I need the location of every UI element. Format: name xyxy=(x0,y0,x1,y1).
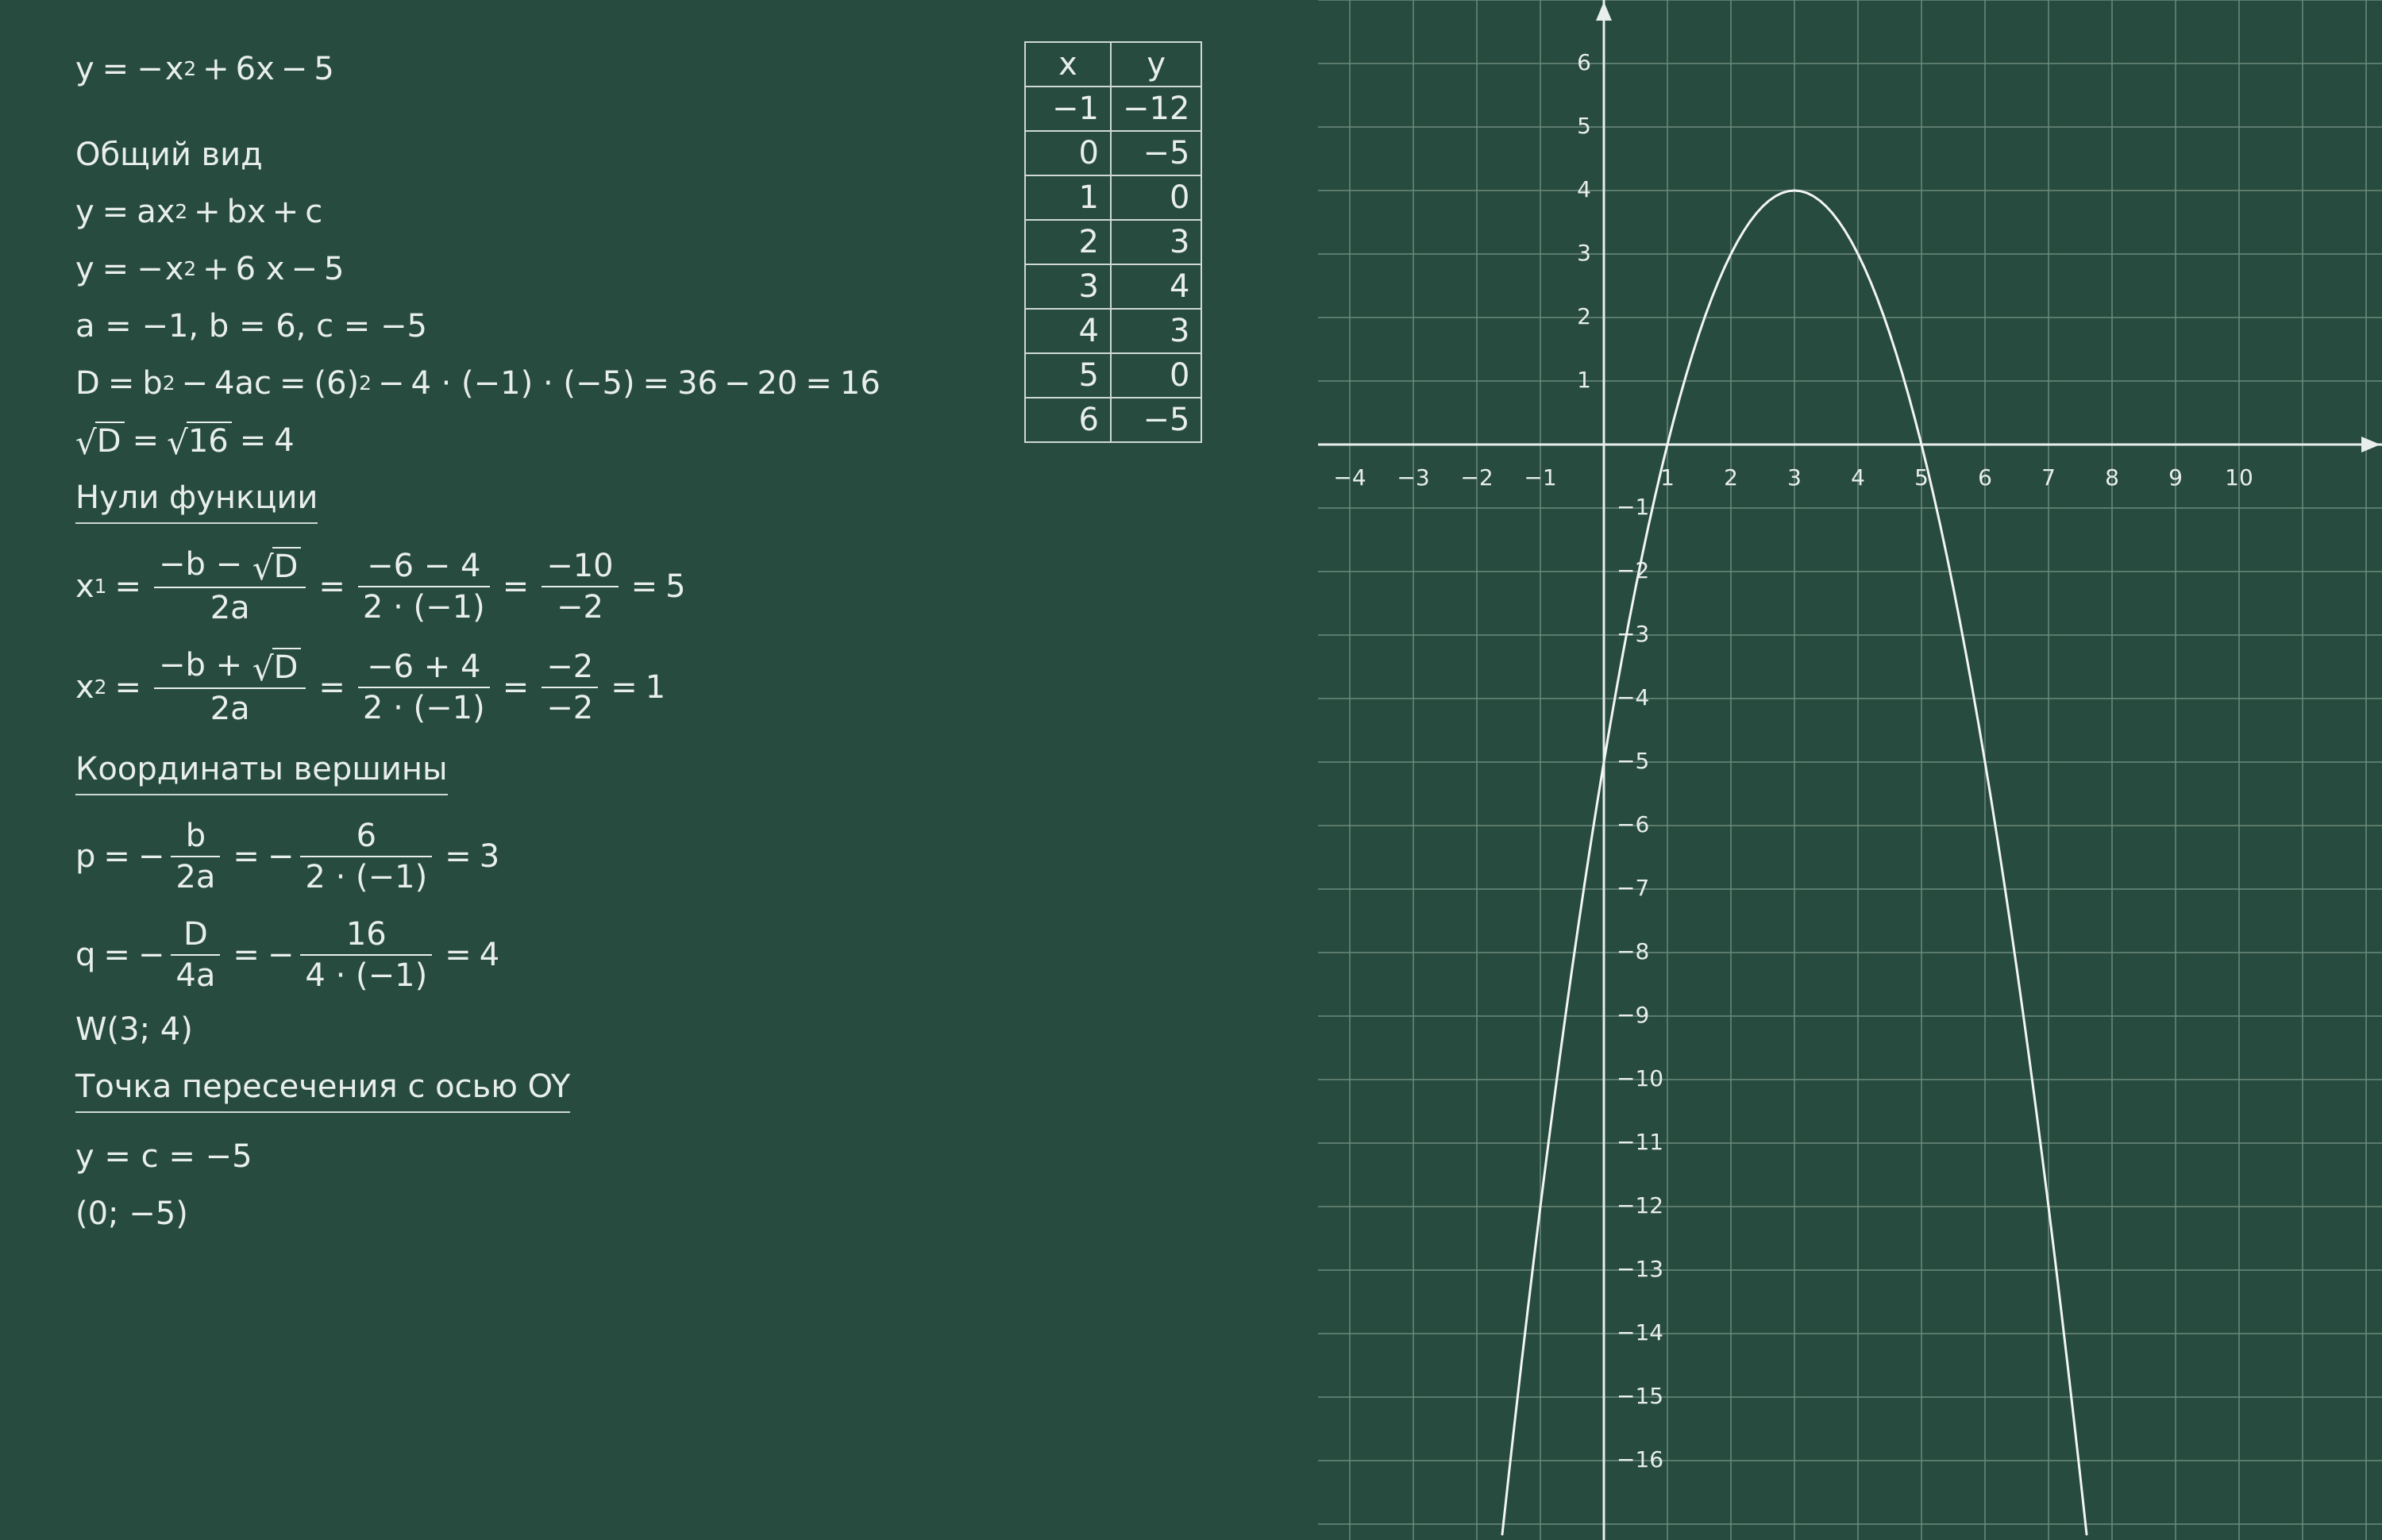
svg-text:−2: −2 xyxy=(1617,557,1649,583)
table-row: −1−12 xyxy=(1025,87,1201,131)
svg-text:−5: −5 xyxy=(1617,748,1649,774)
general-form: y=ax2+bx+c xyxy=(75,191,989,233)
section-oy-intercept: Точка пересечения с осью OY xyxy=(75,1065,989,1121)
svg-text:−11: −11 xyxy=(1617,1129,1663,1155)
svg-text:−6: −6 xyxy=(1617,811,1649,837)
svg-text:−13: −13 xyxy=(1617,1256,1663,1282)
table-cell-x: 0 xyxy=(1025,131,1111,175)
table-cell-x: 4 xyxy=(1025,309,1111,353)
table-cell-x: 5 xyxy=(1025,353,1111,398)
svg-text:−14: −14 xyxy=(1617,1319,1663,1346)
svg-text:−12: −12 xyxy=(1617,1192,1663,1219)
table-row: 6−5 xyxy=(1025,398,1201,442)
table-cell-y: −12 xyxy=(1111,87,1201,131)
derivation-block: y=−x2+6x−5 Общий вид y=ax2+bx+c y=−x2+6 … xyxy=(75,48,989,1249)
table-col-y: y xyxy=(1111,42,1201,87)
table-cell-x: −1 xyxy=(1025,87,1111,131)
svg-text:8: 8 xyxy=(2105,464,2119,491)
table-row: 43 xyxy=(1025,309,1201,353)
svg-text:4: 4 xyxy=(1577,176,1591,202)
svg-text:−10: −10 xyxy=(1617,1065,1663,1091)
table-cell-y: 0 xyxy=(1111,353,1201,398)
equation-title: y=−x2+6x−5 xyxy=(75,48,989,90)
svg-text:4: 4 xyxy=(1851,464,1865,491)
table-cell-y: 0 xyxy=(1111,175,1201,220)
svg-text:2: 2 xyxy=(1577,303,1591,329)
table-cell-x: 3 xyxy=(1025,264,1111,309)
oy-point: (0; −5) xyxy=(75,1192,989,1235)
table-header-row: x y xyxy=(1025,42,1201,87)
svg-text:3: 3 xyxy=(1577,240,1591,266)
table-row: 50 xyxy=(1025,353,1201,398)
instance-form: y=−x2+6 x−5 xyxy=(75,248,989,291)
root-x1: x1= −b − √D 2a = −6 − 42 · (−1) = −10−2 … xyxy=(75,546,989,626)
oy-value: y = c = −5 xyxy=(75,1135,989,1178)
svg-text:−2: −2 xyxy=(1460,464,1493,491)
svg-text:10: 10 xyxy=(2225,464,2253,491)
svg-text:−9: −9 xyxy=(1617,1002,1649,1028)
section-vertex: Координаты вершины xyxy=(75,748,989,803)
svg-text:−1: −1 xyxy=(1524,464,1556,491)
table-row: 10 xyxy=(1025,175,1201,220)
svg-text:−4: −4 xyxy=(1333,464,1366,491)
table-cell-y: −5 xyxy=(1111,131,1201,175)
table-cell-x: 6 xyxy=(1025,398,1111,442)
table-row: 34 xyxy=(1025,264,1201,309)
table-cell-y: 3 xyxy=(1111,220,1201,264)
svg-text:3: 3 xyxy=(1787,464,1802,491)
table-row: 0−5 xyxy=(1025,131,1201,175)
svg-text:9: 9 xyxy=(2168,464,2183,491)
table-row: 23 xyxy=(1025,220,1201,264)
table-cell-x: 1 xyxy=(1025,175,1111,220)
vertex-p: p=− b2a =− 62 · (−1) =3 xyxy=(75,818,989,895)
svg-text:2: 2 xyxy=(1724,464,1738,491)
vertex-point: W(3; 4) xyxy=(75,1008,989,1051)
svg-text:−4: −4 xyxy=(1617,684,1649,710)
table-col-x: x xyxy=(1025,42,1111,87)
svg-text:−8: −8 xyxy=(1617,938,1649,964)
section-general-form: Общий вид xyxy=(75,133,989,176)
discriminant: D=b2−4ac=(6)2−4 · (−1) · (−5)=36−20=16 xyxy=(75,362,989,405)
svg-text:1: 1 xyxy=(1577,367,1591,393)
value-table: x y −1−120−510233443506−5 xyxy=(1024,41,1202,443)
section-roots: Нули функции xyxy=(75,476,989,532)
svg-text:−16: −16 xyxy=(1617,1446,1663,1473)
svg-text:5: 5 xyxy=(1577,113,1591,139)
vertex-q: q=− D4a =− 164 · (−1) =4 xyxy=(75,916,989,994)
coefficients: a = −1, b = 6, c = −5 xyxy=(75,305,989,348)
sqrt-discriminant: √D = √16 =4 xyxy=(75,419,989,462)
table-cell-y: 3 xyxy=(1111,309,1201,353)
table-cell-y: 4 xyxy=(1111,264,1201,309)
svg-text:6: 6 xyxy=(1577,49,1591,75)
svg-text:−15: −15 xyxy=(1617,1383,1663,1409)
table-cell-x: 2 xyxy=(1025,220,1111,264)
parabola-graph: −4−3−2−112345678910123456−1−2−3−4−5−6−7−… xyxy=(1318,0,2382,1540)
root-x2: x2= −b + √D 2a = −6 + 42 · (−1) = −2−2 =… xyxy=(75,647,989,727)
svg-text:7: 7 xyxy=(2041,464,2056,491)
svg-text:−3: −3 xyxy=(1617,621,1649,647)
svg-text:6: 6 xyxy=(1978,464,1992,491)
svg-text:−1: −1 xyxy=(1617,494,1649,520)
table-cell-y: −5 xyxy=(1111,398,1201,442)
svg-text:−7: −7 xyxy=(1617,875,1649,901)
svg-text:−3: −3 xyxy=(1397,464,1429,491)
